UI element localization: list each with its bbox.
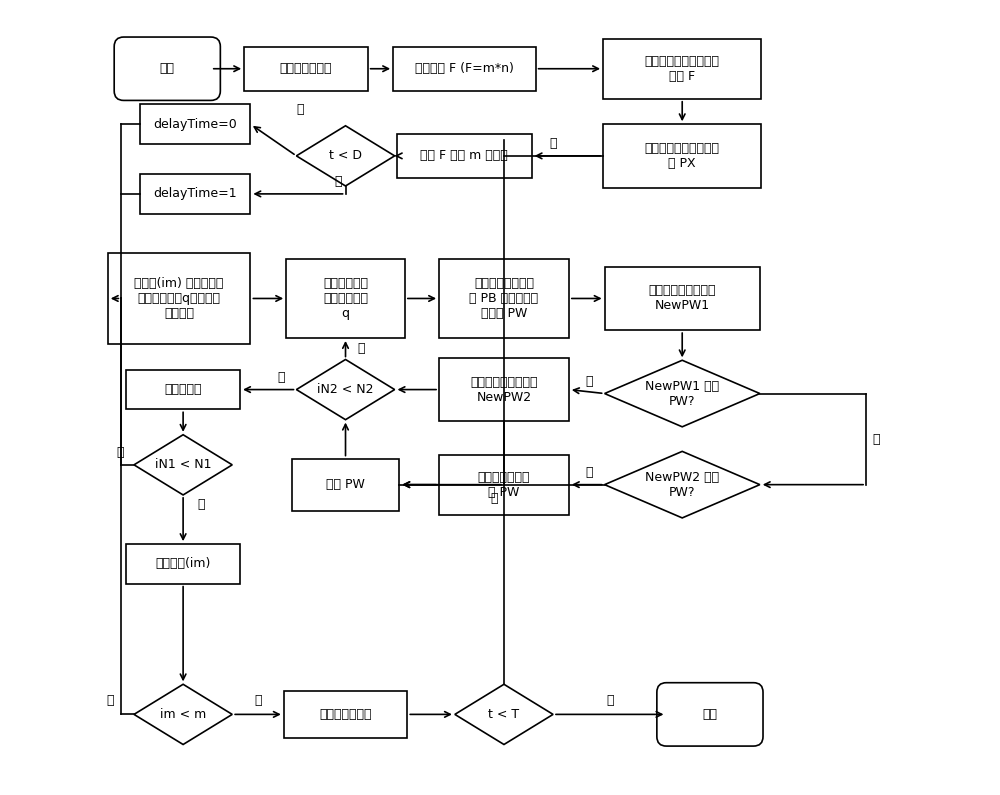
Bar [603, 39, 761, 99]
Text: 初始化必要参数: 初始化必要参数 [280, 62, 332, 76]
Text: 根据计算出的适应度值
排序 F: 根据计算出的适应度值 排序 F [645, 55, 720, 83]
Polygon shape [134, 684, 232, 744]
Text: 从群落(im) 中根据三角
概率分布选取q只青蛙构
建子群落: 从群落(im) 中根据三角 概率分布选取q只青蛙构 建子群落 [134, 277, 224, 320]
Text: 更新 PW: 更新 PW [326, 478, 365, 491]
Text: 否: 否 [585, 375, 593, 388]
Text: 采用随机方式更
新 PW: 采用随机方式更 新 PW [478, 471, 530, 498]
Polygon shape [605, 360, 760, 427]
Text: 更新子群落: 更新子群落 [164, 383, 202, 396]
Text: 改善最差青蛙的位置
NewPW1: 改善最差青蛙的位置 NewPW1 [648, 285, 716, 312]
Text: 开始: 开始 [160, 62, 175, 76]
Text: 是: 是 [116, 447, 123, 460]
Polygon shape [296, 359, 395, 420]
Bar [140, 174, 250, 214]
Bar [126, 544, 240, 584]
Bar [397, 134, 532, 178]
Bar [439, 455, 569, 514]
Text: t < D: t < D [329, 149, 362, 162]
Bar [393, 47, 536, 91]
Text: 是: 是 [550, 137, 557, 149]
Text: 是: 是 [106, 693, 113, 707]
Polygon shape [455, 684, 553, 744]
Text: im < m: im < m [160, 708, 206, 721]
Text: 否: 否 [334, 175, 342, 188]
Bar [244, 47, 368, 91]
Text: 根据计算出的
适应度值排序
q: 根据计算出的 适应度值排序 q [323, 277, 368, 320]
Text: NewPW1 优于
PW?: NewPW1 优于 PW? [645, 379, 719, 408]
Bar [439, 358, 569, 421]
Text: 改善最差青蛙的位置
NewPW2: 改善最差青蛙的位置 NewPW2 [470, 375, 538, 404]
Text: 是: 是 [872, 432, 880, 445]
Bar [140, 104, 250, 144]
Text: iN1 < N1: iN1 < N1 [155, 459, 211, 471]
Text: 是: 是 [297, 103, 304, 116]
Bar [605, 267, 760, 330]
Text: 否: 否 [585, 466, 593, 479]
Polygon shape [134, 435, 232, 495]
Text: 否: 否 [254, 693, 262, 707]
Text: 否: 否 [197, 498, 205, 511]
Text: 是: 是 [357, 343, 365, 355]
Bar [108, 253, 250, 344]
Bar [284, 691, 407, 738]
FancyBboxPatch shape [657, 683, 763, 746]
Bar [603, 124, 761, 188]
Text: t < T: t < T [488, 708, 520, 721]
Text: iN2 < N2: iN2 < N2 [317, 383, 374, 396]
Text: 生成种群 F (F=m*n): 生成种群 F (F=m*n) [415, 62, 514, 76]
Bar [292, 459, 399, 511]
FancyBboxPatch shape [114, 37, 220, 100]
Polygon shape [296, 126, 395, 186]
Text: 否: 否 [606, 693, 613, 707]
Text: 保存全局最优性能的青
蛙 PX: 保存全局最优性能的青 蛙 PX [645, 142, 720, 170]
Polygon shape [605, 452, 760, 518]
Bar [286, 259, 405, 338]
Text: 结束: 结束 [702, 708, 717, 721]
Text: delayTime=0: delayTime=0 [153, 118, 237, 130]
Text: 否: 否 [277, 371, 285, 384]
Bar [126, 370, 240, 409]
Text: 混合群落并排序: 混合群落并排序 [319, 708, 372, 721]
Text: 是: 是 [490, 492, 498, 506]
Text: 更新群落(im): 更新群落(im) [155, 557, 211, 570]
Text: 保存最优青蛙的信
息 PB 和最差青蛙
的信息 PW: 保存最优青蛙的信 息 PB 和最差青蛙 的信息 PW [469, 277, 539, 320]
Text: delayTime=1: delayTime=1 [153, 188, 237, 200]
Text: 种群 F 分为 m 个群落: 种群 F 分为 m 个群落 [420, 149, 508, 162]
Bar [439, 259, 569, 338]
Text: NewPW2 优于
PW?: NewPW2 优于 PW? [645, 471, 719, 498]
